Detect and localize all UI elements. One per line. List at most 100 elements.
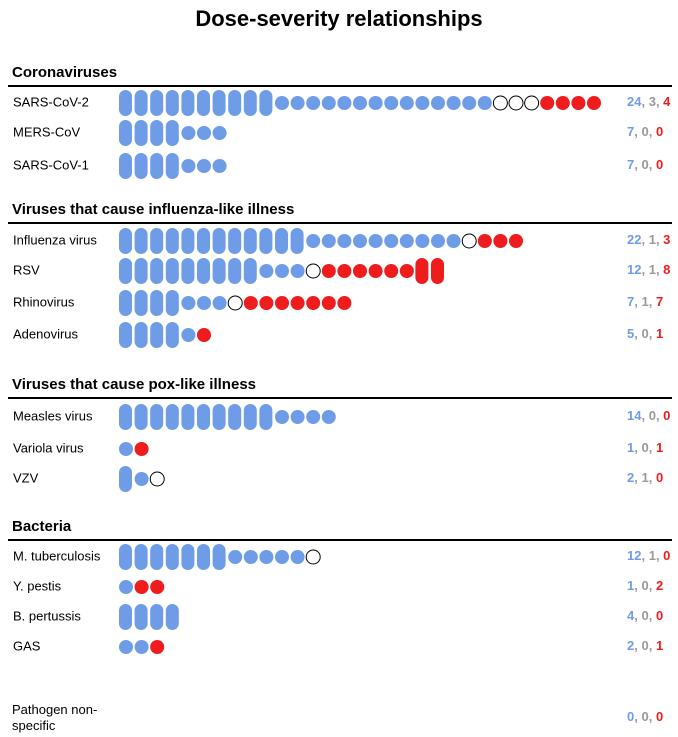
dot-tall — [150, 90, 164, 116]
dot — [197, 296, 211, 310]
dot-tall — [228, 404, 242, 430]
count-red: 1 — [656, 440, 663, 455]
dot-tall — [165, 90, 179, 116]
dot-tall — [150, 290, 164, 316]
dot — [321, 296, 336, 310]
row-label: Influenza virus — [13, 232, 97, 247]
dot — [259, 264, 274, 278]
separator: , — [641, 232, 648, 247]
dot-tall — [150, 322, 164, 348]
count-blue: 12 — [627, 262, 641, 277]
separator: , — [634, 638, 641, 653]
separator: , — [641, 408, 648, 423]
dot-tall — [181, 544, 195, 570]
dot — [228, 550, 243, 564]
separator: , — [649, 157, 656, 172]
separator: , — [649, 709, 656, 724]
dot-tall — [119, 258, 132, 284]
separator: , — [656, 232, 663, 247]
dot-tall — [212, 90, 226, 116]
dot — [259, 296, 274, 310]
count-blue: 0 — [627, 709, 634, 724]
dot-tall — [119, 120, 132, 146]
dot-tall — [150, 404, 164, 430]
dot — [337, 96, 352, 110]
dot — [353, 234, 367, 248]
dot-tall — [119, 290, 132, 316]
dot — [306, 410, 321, 424]
dot-tall — [119, 228, 132, 254]
count-red: 0 — [656, 608, 663, 623]
dot — [321, 264, 336, 278]
dot-tall — [150, 604, 164, 630]
count-blue: 12 — [627, 548, 641, 563]
separator: , — [634, 578, 641, 593]
count-blue: 7 — [627, 294, 634, 309]
separator: , — [634, 294, 641, 309]
count-red: 0 — [656, 709, 663, 724]
dot — [306, 296, 321, 310]
dot-tall — [134, 228, 148, 254]
separator: , — [634, 326, 641, 341]
dot — [275, 296, 289, 310]
dot-tall — [119, 90, 132, 116]
count-label: 2, 0, 1 — [627, 638, 663, 653]
count-white: 0 — [641, 608, 648, 623]
dot-tall — [119, 404, 132, 430]
dot — [305, 263, 321, 279]
count-red: 0 — [656, 124, 663, 139]
chart-title: Dose-severity relationships — [195, 6, 482, 31]
dot — [431, 234, 445, 248]
row-label: Rhinovirus — [13, 294, 75, 309]
count-label: 0, 0, 0 — [627, 709, 663, 724]
separator: , — [634, 124, 641, 139]
dot-tall — [119, 153, 132, 179]
count-label: 2, 1, 0 — [627, 470, 663, 485]
separator: , — [656, 262, 663, 277]
dot-tall — [290, 228, 304, 254]
dot-tall — [165, 228, 179, 254]
dot — [321, 234, 336, 248]
separator: , — [649, 440, 656, 455]
dot — [290, 410, 305, 424]
dot — [508, 95, 524, 111]
dot-tall — [197, 404, 210, 430]
dot-tall — [119, 322, 132, 348]
count-blue: 22 — [627, 232, 641, 247]
dot-tall — [119, 544, 132, 570]
dot — [259, 550, 274, 564]
dot-tall — [197, 258, 210, 284]
count-red: 0 — [656, 157, 663, 172]
count-red: 4 — [663, 94, 671, 109]
dot — [306, 234, 321, 248]
dot-tall — [165, 404, 179, 430]
dot-tall — [150, 258, 164, 284]
dot-tall — [150, 153, 164, 179]
group-header: Coronaviruses — [12, 64, 117, 81]
dot-tall — [134, 322, 148, 348]
dot — [587, 96, 601, 110]
dot — [477, 234, 492, 248]
count-label: 7, 0, 0 — [627, 124, 663, 139]
dot — [134, 640, 149, 654]
dot-tall — [212, 258, 226, 284]
dot-tall — [119, 604, 132, 630]
dot — [555, 96, 570, 110]
dot — [181, 296, 196, 310]
count-label: 12, 1, 8 — [627, 262, 670, 277]
dot-tall — [165, 544, 179, 570]
row-label: Pathogen non-specific — [12, 702, 97, 733]
dot — [399, 234, 414, 248]
dot — [431, 96, 445, 110]
dot-tall — [150, 120, 164, 146]
dot-tall — [415, 258, 429, 284]
separator: , — [634, 157, 641, 172]
count-white: 0 — [641, 578, 648, 593]
count-white: 1 — [641, 294, 648, 309]
dot-tall — [259, 90, 273, 116]
dot — [290, 264, 305, 278]
count-white: 0 — [641, 709, 648, 724]
dot-tall — [212, 404, 226, 430]
dot — [368, 264, 383, 278]
count-blue: 7 — [627, 157, 634, 172]
